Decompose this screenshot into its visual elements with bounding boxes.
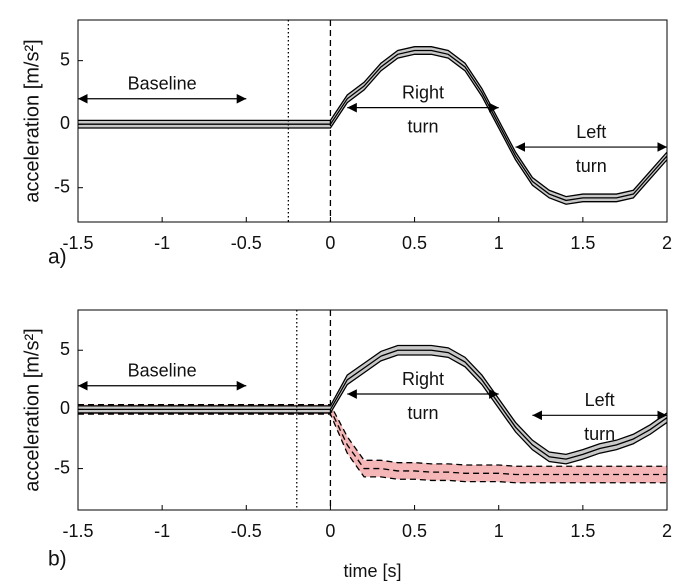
band-lower-edge bbox=[78, 53, 668, 205]
annotation-text: Right bbox=[402, 369, 444, 389]
error-band bbox=[78, 46, 667, 205]
y-tick-label: 5 bbox=[60, 339, 70, 359]
x-tick-label: 0 bbox=[325, 521, 335, 541]
plot-frame bbox=[77, 309, 668, 511]
x-tick-label: -0.5 bbox=[231, 233, 262, 253]
annotation-text: Left bbox=[576, 122, 606, 142]
x-tick-label: -1.5 bbox=[62, 233, 93, 253]
series-line bbox=[78, 49, 668, 202]
y-tick-label: 5 bbox=[60, 49, 70, 69]
annotation-text: turn bbox=[407, 116, 438, 136]
annotation-text: turn bbox=[576, 156, 607, 176]
annotation-text: Left bbox=[585, 390, 615, 410]
annotation-text: Baseline bbox=[128, 74, 197, 94]
x-tick-label: -1 bbox=[154, 233, 170, 253]
y-tick-label: -5 bbox=[54, 176, 70, 196]
x-axis-label: time [s] bbox=[343, 561, 401, 581]
y-axis-label: acceleration [m/s²] bbox=[21, 328, 43, 491]
error-band bbox=[78, 345, 667, 464]
x-tick-label: 0 bbox=[325, 233, 335, 253]
x-tick-label: -1 bbox=[154, 521, 170, 541]
x-tick-label: 1.5 bbox=[570, 233, 595, 253]
x-tick-label: 1 bbox=[494, 521, 504, 541]
error-band bbox=[78, 404, 667, 483]
annotation-text: turn bbox=[407, 403, 438, 423]
x-tick-label: 1.5 bbox=[570, 521, 595, 541]
y-tick-label: 0 bbox=[60, 113, 70, 133]
band-upper-edge bbox=[78, 46, 668, 198]
band-upper-edge bbox=[78, 344, 668, 456]
x-tick-label: 2 bbox=[662, 521, 672, 541]
plot-frame bbox=[77, 19, 668, 223]
x-tick-label: 1 bbox=[494, 233, 504, 253]
x-tick-label: 0.5 bbox=[402, 233, 427, 253]
band-lower-edge bbox=[78, 413, 667, 484]
x-tick-label: -1.5 bbox=[62, 521, 93, 541]
panel-label: a) bbox=[48, 246, 67, 269]
y-tick-label: 0 bbox=[60, 398, 70, 418]
y-tick-label: -5 bbox=[54, 457, 70, 477]
y-axis-label: acceleration [m/s²] bbox=[21, 39, 43, 202]
panel-label: b) bbox=[48, 548, 67, 571]
band-lower-edge bbox=[78, 354, 668, 465]
x-tick-label: 0.5 bbox=[402, 521, 427, 541]
series-line bbox=[78, 408, 667, 476]
annotation-text: turn bbox=[584, 424, 615, 444]
annotation-text: Baseline bbox=[128, 360, 197, 380]
band-upper-edge bbox=[78, 404, 667, 467]
series-line bbox=[78, 349, 668, 460]
x-tick-label: -0.5 bbox=[231, 521, 262, 541]
annotation-text: Right bbox=[402, 82, 444, 102]
x-tick-label: 2 bbox=[662, 233, 672, 253]
